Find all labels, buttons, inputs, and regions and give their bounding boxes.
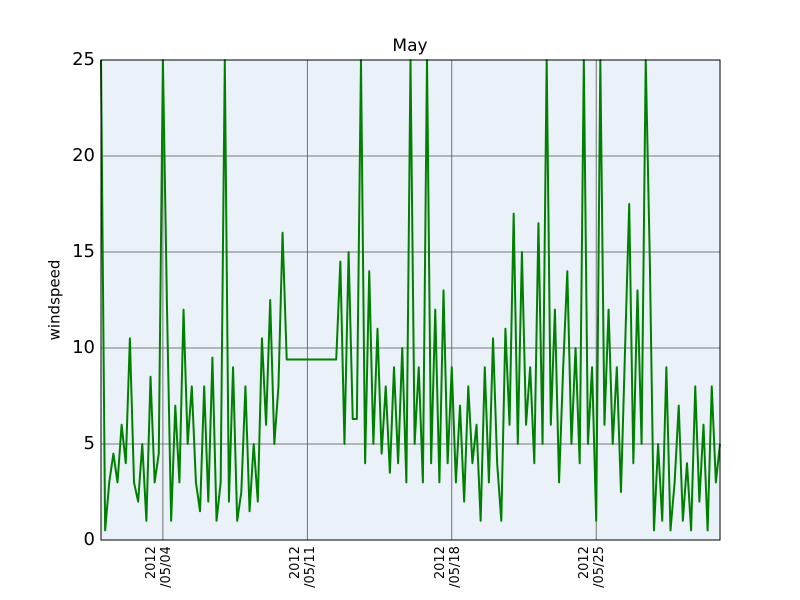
y-tick-label: 10	[72, 337, 95, 358]
y-axis-label: windspeed	[46, 260, 64, 341]
y-tick-label: 20	[72, 145, 95, 166]
x-tick-label: 2012 /05/18	[432, 546, 463, 588]
plot-border	[100, 59, 721, 541]
y-tick-label: 15	[72, 241, 95, 262]
chart-title: May	[392, 36, 427, 56]
x-tick-label: 2012 /05/11	[288, 546, 319, 588]
x-tick-label: 2012 /05/25	[577, 546, 608, 588]
y-tick-label: 0	[84, 529, 95, 550]
y-tick-label: 5	[84, 433, 95, 454]
x-tick-label: 2012 /05/04	[143, 546, 174, 588]
y-tick-label: 25	[72, 49, 95, 70]
